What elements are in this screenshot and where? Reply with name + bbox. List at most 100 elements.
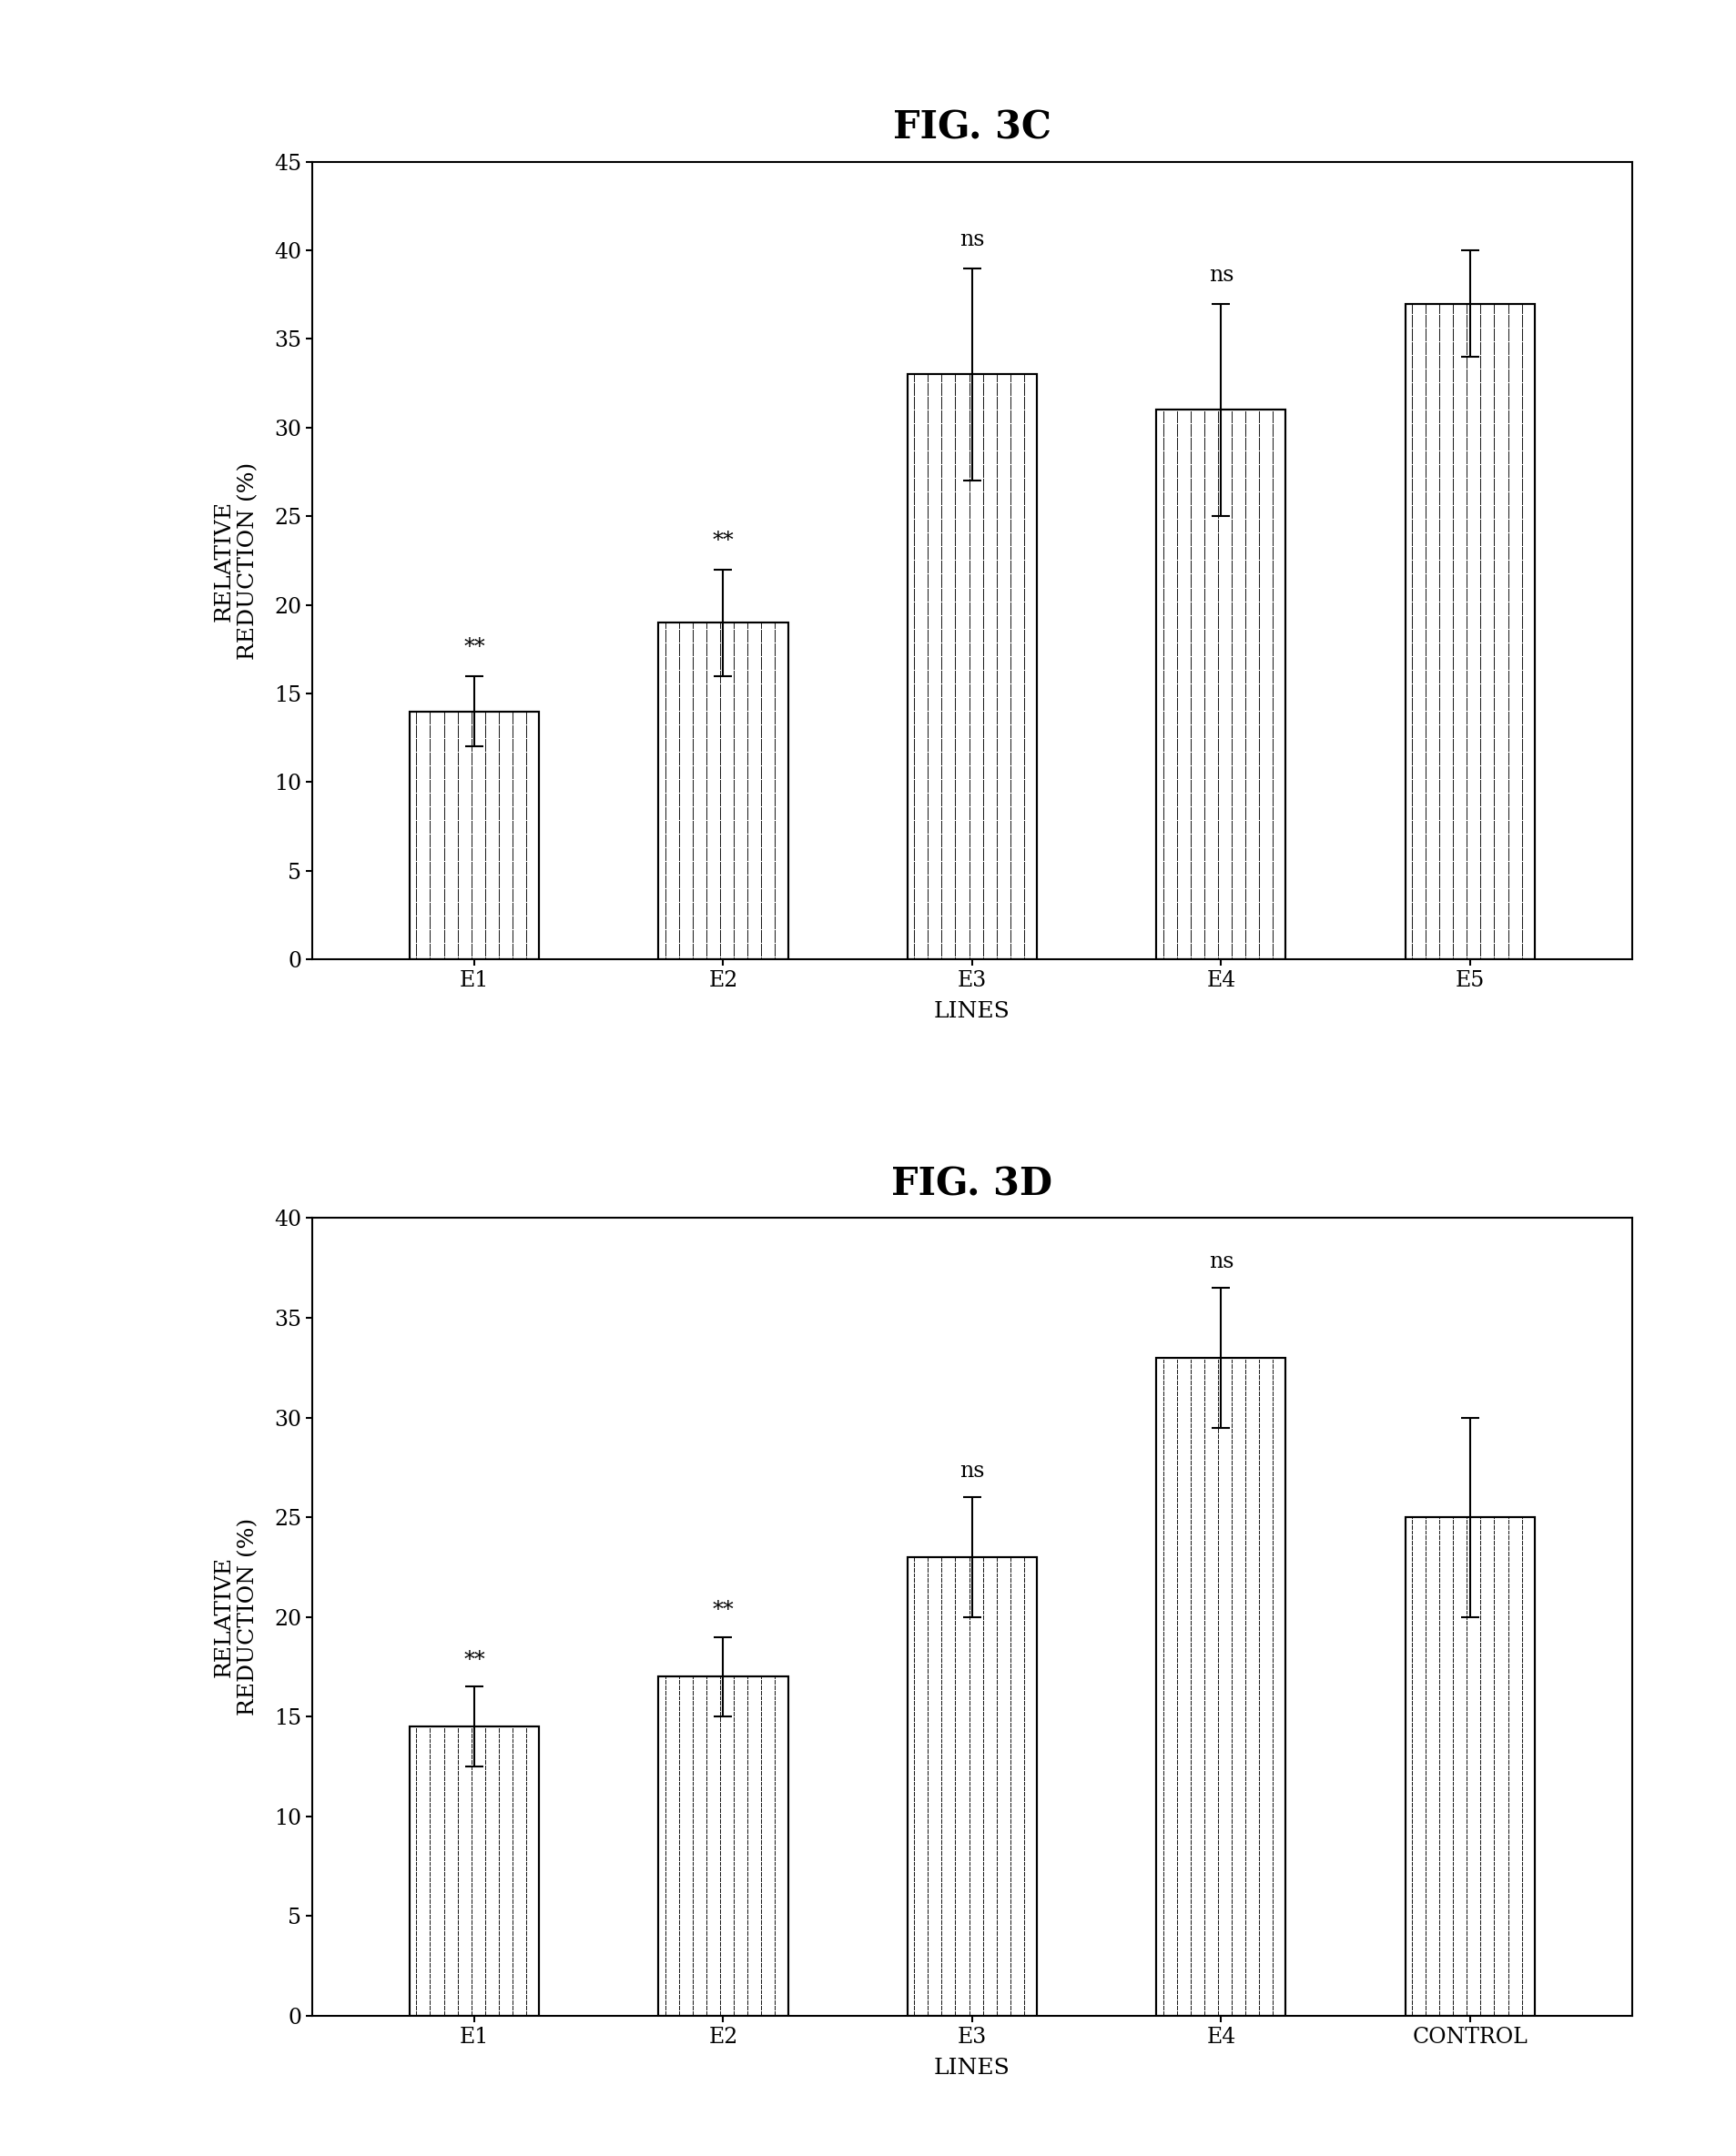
Point — [665, 1815, 693, 1850]
Point — [915, 1761, 943, 1796]
Point — [1259, 1945, 1286, 1979]
Point — [1231, 1720, 1259, 1755]
Point — [1245, 1671, 1272, 1705]
Point — [915, 405, 943, 440]
Point — [941, 1554, 969, 1589]
Point — [734, 1714, 762, 1749]
Point — [1245, 474, 1272, 509]
Point — [1481, 871, 1509, 906]
Point — [1397, 373, 1425, 407]
Point — [983, 903, 1010, 938]
Point — [651, 780, 679, 815]
Point — [996, 567, 1024, 602]
Point — [955, 610, 983, 645]
Point — [955, 906, 983, 940]
Point — [1453, 1936, 1481, 1971]
Point — [1397, 701, 1425, 735]
Point — [1481, 582, 1509, 617]
Point — [1245, 1611, 1272, 1645]
Point — [1205, 789, 1233, 824]
Point — [927, 1738, 955, 1772]
Point — [734, 768, 762, 802]
Point — [1439, 524, 1467, 558]
Point — [1439, 1848, 1467, 1882]
Point — [901, 720, 929, 755]
Point — [1163, 806, 1191, 841]
Point — [1425, 483, 1453, 517]
Point — [1191, 1561, 1219, 1595]
Point — [996, 576, 1024, 610]
Point — [1453, 662, 1481, 696]
Point — [1495, 785, 1522, 819]
Point — [457, 875, 484, 910]
Point — [734, 867, 762, 901]
Point — [1191, 1943, 1219, 1977]
Point — [969, 1742, 996, 1777]
Point — [760, 908, 788, 942]
Point — [1509, 783, 1536, 817]
Point — [1191, 1833, 1219, 1867]
Point — [1191, 1811, 1219, 1846]
Point — [1259, 1927, 1286, 1962]
Point — [1481, 893, 1509, 927]
Point — [1439, 884, 1467, 918]
Point — [760, 1856, 788, 1891]
Point — [955, 1738, 983, 1772]
Point — [1397, 740, 1425, 774]
Point — [1163, 662, 1191, 696]
Point — [1481, 1630, 1509, 1664]
Point — [1177, 1589, 1205, 1623]
Point — [1397, 1915, 1425, 1949]
Point — [941, 1703, 969, 1738]
Point — [760, 1958, 788, 1992]
Point — [1177, 1602, 1205, 1636]
Point — [969, 1930, 996, 1964]
Point — [720, 1749, 748, 1783]
Point — [1481, 1729, 1509, 1764]
Point — [1191, 1501, 1219, 1535]
Point — [941, 1878, 969, 1912]
Point — [927, 397, 955, 431]
Point — [707, 793, 734, 828]
Point — [983, 384, 1010, 418]
Point — [1217, 1457, 1245, 1492]
Point — [1467, 420, 1495, 455]
Point — [1425, 552, 1453, 586]
Point — [1259, 1412, 1286, 1447]
Point — [1259, 1520, 1286, 1554]
Point — [484, 765, 512, 800]
Point — [1411, 733, 1439, 768]
Point — [1149, 606, 1177, 640]
Point — [484, 1800, 512, 1835]
Point — [927, 1755, 955, 1789]
Point — [1495, 438, 1522, 472]
Point — [665, 793, 693, 828]
Point — [1425, 1999, 1453, 2033]
Point — [1509, 1921, 1536, 1955]
Point — [1495, 573, 1522, 608]
Point — [915, 479, 943, 513]
Point — [1411, 765, 1439, 800]
Point — [1425, 1902, 1453, 1936]
Point — [1231, 1774, 1259, 1809]
Point — [969, 507, 996, 541]
Point — [651, 1761, 679, 1796]
Point — [969, 1585, 996, 1619]
Point — [941, 1796, 969, 1830]
Point — [1177, 1830, 1205, 1865]
Point — [969, 1968, 996, 2003]
Point — [1453, 1574, 1481, 1608]
Point — [983, 1565, 1010, 1600]
Point — [1245, 1736, 1272, 1770]
Point — [1425, 1533, 1453, 1567]
Point — [720, 1660, 748, 1695]
Point — [417, 815, 444, 849]
Point — [901, 1587, 929, 1621]
Point — [734, 1744, 762, 1779]
Point — [1191, 683, 1219, 718]
Point — [1191, 724, 1219, 759]
Point — [1481, 1613, 1509, 1647]
Point — [403, 1964, 431, 1999]
Point — [1191, 1949, 1219, 1984]
Point — [901, 423, 929, 457]
